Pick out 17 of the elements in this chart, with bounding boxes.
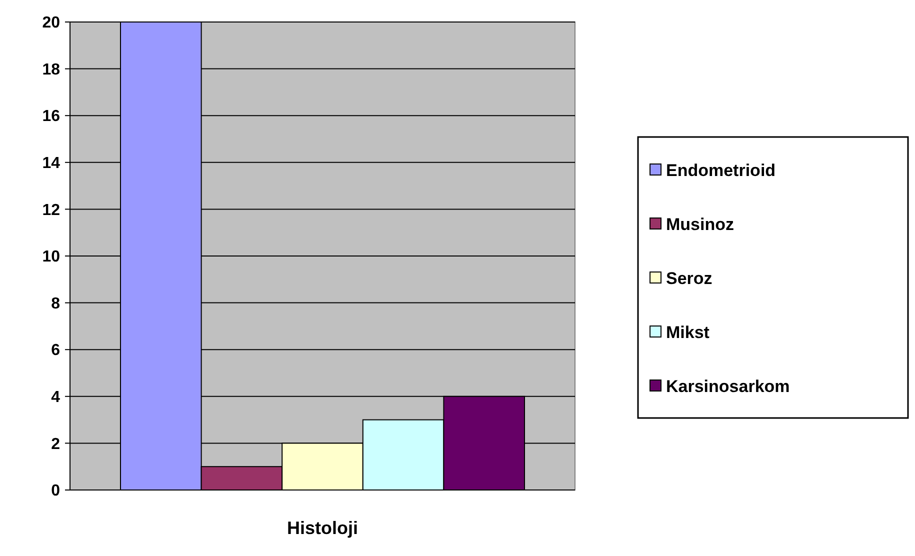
legend-label: Seroz [666,268,712,288]
y-tick-label: 4 [51,389,60,406]
y-tick-label: 14 [42,155,60,172]
y-tick-label: 2 [51,436,60,453]
y-tick-label: 8 [51,295,60,312]
y-tick-label: 10 [42,248,60,266]
legend-label: Mikst [666,322,710,342]
y-tick-label: 12 [42,202,60,219]
x-tick-label: Histoloji [287,518,358,538]
legend-label: Karsinosarkom [666,376,790,396]
y-tick-label: 16 [42,108,60,126]
legend-label: Musinoz [666,214,734,234]
legend-label: Endometrioid [666,160,776,180]
y-tick-label: 6 [51,342,60,360]
y-tick-label: 18 [42,61,60,78]
y-tick-label: 20 [42,14,60,32]
y-tick-label: 0 [51,482,60,500]
